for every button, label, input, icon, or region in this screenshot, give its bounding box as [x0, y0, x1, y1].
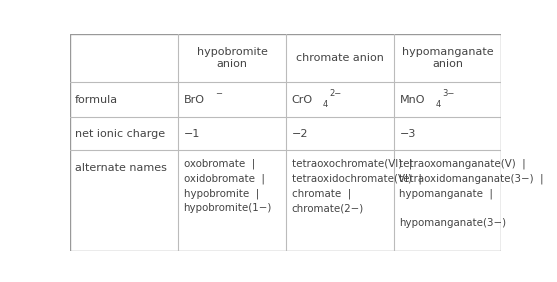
Text: oxobromate  |
oxidobromate  |
hypobromite  |
hypobromite(1−): oxobromate | oxidobromate | hypobromite …	[184, 159, 272, 213]
Text: 3−: 3−	[442, 89, 455, 98]
Text: net ionic charge: net ionic charge	[75, 129, 165, 139]
Text: CrO: CrO	[291, 94, 312, 105]
Text: chromate anion: chromate anion	[296, 53, 384, 63]
Text: tetraoxomanganate(V)  |
tetraoxidomanganate(3−)  |
hypomanganate  |

hypomangana: tetraoxomanganate(V) | tetraoxidomangana…	[399, 159, 544, 228]
Text: −1: −1	[184, 129, 200, 139]
Text: −2: −2	[291, 129, 308, 139]
Text: alternate names: alternate names	[75, 163, 167, 173]
Text: formula: formula	[75, 94, 118, 105]
Text: tetraoxochromate(VI)  |
tetraoxidochromate(VI)  |
chromate  |
chromate(2−): tetraoxochromate(VI) | tetraoxidochromat…	[291, 159, 422, 213]
Text: BrO: BrO	[184, 94, 204, 105]
Text: hypomanganate
anion: hypomanganate anion	[402, 47, 494, 69]
Text: 2−: 2−	[330, 89, 342, 98]
Text: MnO: MnO	[399, 94, 425, 105]
Text: 4: 4	[323, 100, 328, 109]
Text: −: −	[214, 89, 222, 98]
Text: −3: −3	[399, 129, 416, 139]
Text: hypobromite
anion: hypobromite anion	[197, 47, 268, 69]
Text: 4: 4	[435, 100, 441, 109]
